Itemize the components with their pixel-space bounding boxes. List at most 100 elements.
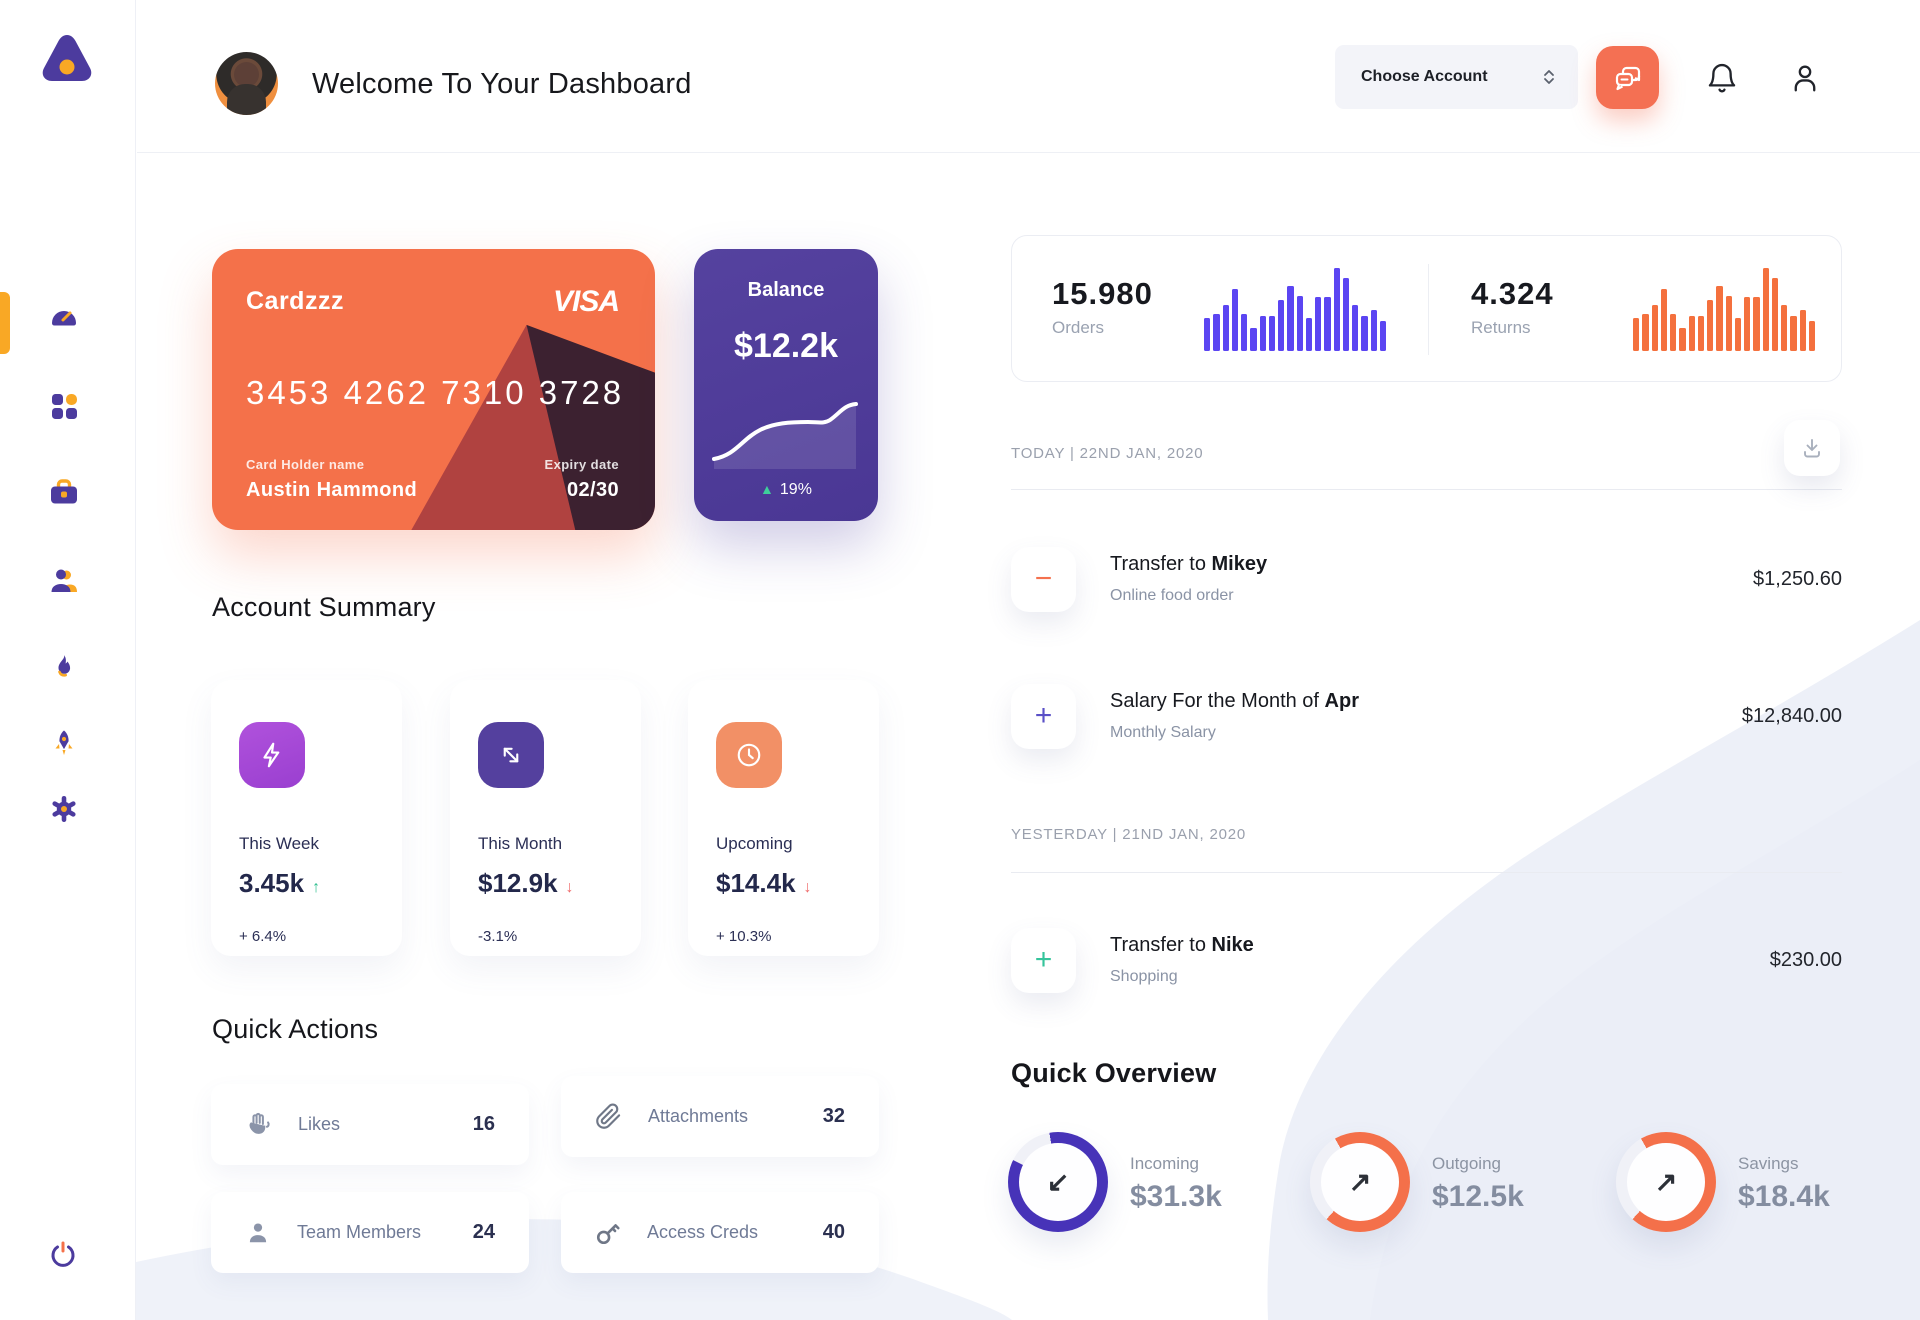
profile-button[interactable] <box>1785 58 1825 98</box>
transaction-row-nike[interactable]: + Transfer to Nike Shopping $230.00 <box>1011 927 1842 993</box>
balance-card[interactable]: Balance $12.2k ▲ 19% <box>694 249 878 521</box>
bar <box>1734 317 1741 351</box>
choose-account-label: Choose Account <box>1361 68 1488 85</box>
messages-button[interactable] <box>1596 46 1659 109</box>
bar <box>1716 286 1723 351</box>
quick-action-team-members[interactable]: Team Members 24 <box>211 1192 529 1273</box>
sidebar-item-launch[interactable] <box>46 726 82 762</box>
quick-actions-title: Quick Actions <box>212 1014 379 1044</box>
date-header-yesterday: YESTERDAY | 21ND JAN, 2020 <box>1011 826 1247 843</box>
quick-action-label: Attachments <box>648 1106 749 1126</box>
balance-label: Balance <box>747 279 825 301</box>
quick-action-count: 16 <box>472 1113 495 1135</box>
app-logo[interactable] <box>36 28 98 90</box>
bar <box>1379 321 1386 351</box>
bar <box>1725 296 1732 351</box>
logout-button[interactable] <box>46 1238 82 1274</box>
quick-overview-title: Quick Overview <box>1011 1058 1217 1088</box>
arrow-down-left-icon: ↙ <box>1046 1166 1070 1197</box>
bar <box>1790 316 1797 351</box>
download-icon <box>1804 439 1820 458</box>
choose-account-select[interactable]: Choose Account <box>1335 45 1578 109</box>
ring-center: ↗ <box>1627 1143 1705 1221</box>
bar <box>1642 313 1649 351</box>
bar <box>1333 268 1340 351</box>
overview-value: $31.3k <box>1130 1180 1222 1213</box>
sidebar-item-apps[interactable] <box>46 388 82 424</box>
bar <box>1660 288 1667 351</box>
transaction-text: Salary For the Month of Apr Monthly Sala… <box>1110 690 1359 742</box>
summary-card-week: This Week 3.45k ↑ + 6.4% <box>211 680 402 956</box>
overview-outgoing: ↗ Outgoing $12.5k <box>1310 1132 1524 1232</box>
transaction-subtitle: Monthly Salary <box>1110 724 1216 741</box>
incoming-transaction-icon: + <box>1011 927 1076 993</box>
summary-value: 3.45k ↑ <box>239 868 321 898</box>
users-icon <box>51 569 77 592</box>
transaction-subtitle: Online food order <box>1110 587 1234 604</box>
up-arrow-icon: ▲ <box>760 481 774 497</box>
lightning-icon <box>239 722 305 788</box>
savings-progress-ring: ↗ <box>1616 1132 1716 1232</box>
quick-action-count: 32 <box>822 1105 845 1127</box>
sidebar-item-activity[interactable] <box>46 650 82 686</box>
overview-value: $18.4k <box>1738 1180 1830 1213</box>
transaction-title: Salary For the Month of Apr <box>1110 690 1359 712</box>
credit-card[interactable]: Cardzzz VISA 3453 4262 7310 3728 Card Ho… <box>212 249 655 530</box>
clap-icon <box>249 1112 270 1134</box>
sidebar-item-settings[interactable] <box>46 791 82 827</box>
summary-value: $12.9k ↓ <box>478 868 574 898</box>
quick-action-access-creds[interactable]: Access Creds 40 <box>561 1192 879 1273</box>
bar <box>1352 304 1359 351</box>
quick-action-attachments[interactable]: Attachments 32 <box>561 1076 879 1157</box>
quick-action-count: 40 <box>822 1221 845 1243</box>
summary-card-month: This Month $12.9k ↓ -3.1% <box>450 680 641 956</box>
quick-action-count: 24 <box>472 1221 495 1243</box>
sidebar-item-dashboard[interactable] <box>46 297 82 333</box>
flame-icon <box>58 655 71 677</box>
bar <box>1305 317 1312 351</box>
sidebar-item-team[interactable] <box>46 563 82 599</box>
sidebar-item-work[interactable] <box>46 474 82 510</box>
person-icon <box>249 1222 267 1242</box>
summary-card-upcoming: Upcoming $14.4k ↓ + 10.3% <box>688 680 879 956</box>
card-number: 3453 4262 7310 3728 <box>246 374 625 411</box>
transaction-amount: $12,840.00 <box>1741 704 1842 727</box>
transaction-subtitle: Shopping <box>1110 968 1178 985</box>
bar <box>1679 327 1686 351</box>
transaction-title: Transfer to Nike <box>1110 934 1254 956</box>
bar <box>1315 297 1322 351</box>
bar <box>1268 316 1275 351</box>
summary-change: -3.1% <box>478 928 518 945</box>
user-avatar[interactable] <box>215 52 278 115</box>
header: Welcome To Your Dashboard Choose Account <box>137 0 1920 153</box>
arrow-up-right-icon: ↗ <box>1348 1166 1372 1197</box>
bar <box>1697 316 1704 351</box>
ring-center: ↗ <box>1321 1143 1399 1221</box>
download-button[interactable] <box>1784 420 1840 476</box>
transaction-row-salary[interactable]: + Salary For the Month of Apr Monthly Sa… <box>1011 683 1842 749</box>
returns-label: Returns <box>1471 318 1531 337</box>
bar <box>1241 313 1248 351</box>
transaction-amount: $230.00 <box>1769 948 1842 971</box>
bar <box>1296 296 1303 351</box>
speedometer-icon <box>52 311 76 326</box>
card-holder-label: Card Holder name <box>246 457 365 472</box>
gear-icon <box>52 796 76 822</box>
bar <box>1222 305 1229 351</box>
sidebar <box>0 0 136 1320</box>
overview-label: Outgoing <box>1432 1154 1501 1173</box>
transaction-text: Transfer to Nike Shopping <box>1110 934 1254 986</box>
bar <box>1370 309 1377 351</box>
power-icon <box>51 1241 75 1267</box>
arrow-up-right-icon: ↗ <box>1654 1166 1678 1197</box>
bar <box>1744 297 1751 351</box>
trend-down-icon: ↓ <box>565 879 574 896</box>
quick-action-likes[interactable]: Likes 16 <box>211 1084 529 1165</box>
notifications-button[interactable] <box>1702 58 1742 98</box>
overview-savings: ↗ Savings $18.4k <box>1616 1132 1830 1232</box>
transaction-row-mikey[interactable]: − Transfer to Mikey Online food order $1… <box>1011 546 1842 612</box>
bar <box>1231 288 1238 351</box>
logo-triangle-icon <box>42 35 92 81</box>
divider <box>1428 264 1429 355</box>
